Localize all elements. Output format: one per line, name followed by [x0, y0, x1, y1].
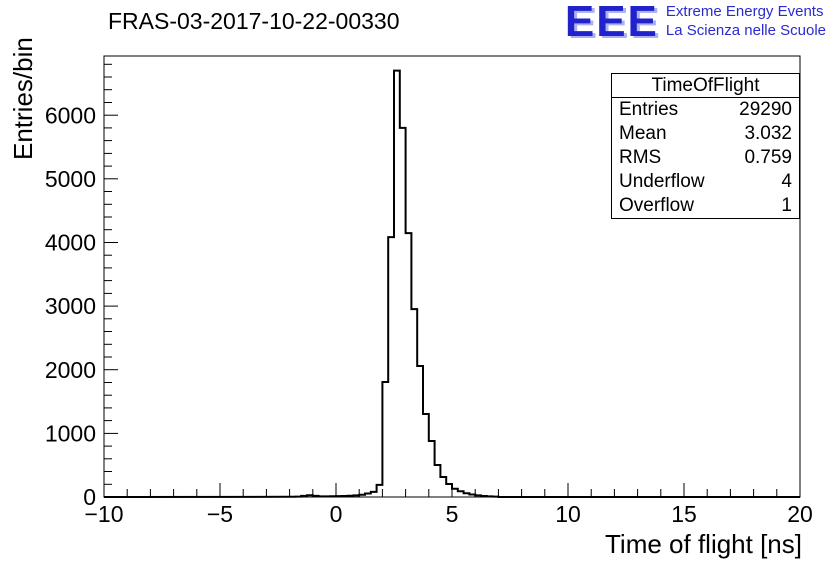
stats-row-overflow: Overflow 1	[612, 194, 799, 218]
x-tick-label: −5	[207, 501, 233, 527]
y-tick-label: 3000	[45, 293, 96, 319]
stats-row-rms: RMS 0.759	[612, 146, 799, 170]
x-axis-title: Time of flight [ns]	[605, 529, 802, 559]
y-tick-label: 5000	[45, 166, 96, 192]
stats-label: Entries	[619, 99, 679, 120]
eee-logo-letters: EEE	[564, 0, 659, 46]
y-tick-label: 0	[83, 484, 96, 510]
stats-row-underflow: Underflow 4	[612, 170, 799, 194]
y-tick-label: 1000	[45, 420, 96, 446]
stats-value: 0.759	[744, 147, 792, 168]
stats-value: 4	[781, 171, 792, 192]
logo-tagline-2: La Scienza nelle Scuole	[665, 22, 826, 39]
stats-label: RMS	[619, 147, 662, 168]
stats-value: 1	[781, 195, 792, 216]
stats-value: 3.032	[744, 123, 792, 144]
stats-box: TimeOfFlight Entries 29290 Mean 3.032 RM…	[611, 73, 800, 219]
stats-value: 29290	[739, 99, 792, 120]
stats-label: Underflow	[619, 171, 705, 192]
x-tick-label: 5	[446, 501, 459, 527]
stats-label: Mean	[619, 123, 667, 144]
eee-logo: EEE Extreme Energy Events La Scienza nel…	[564, 0, 826, 46]
y-tick-label: 6000	[45, 102, 96, 128]
stats-label: Overflow	[619, 195, 694, 216]
plot-title: FRAS-03-2017-10-22-00330	[108, 8, 400, 34]
stats-box-header: TimeOfFlight	[612, 74, 799, 98]
logo-tagline-1: Extreme Energy Events	[665, 3, 824, 20]
y-axis-title: Entries/bin	[8, 37, 38, 160]
x-tick-label: −10	[84, 501, 123, 527]
eee-logo-taglines: Extreme Energy Events La Scienza nelle S…	[666, 2, 826, 40]
x-tick-label: 20	[787, 501, 813, 527]
histogram-line	[103, 69, 800, 498]
y-tick-label: 4000	[45, 230, 96, 256]
y-tick-label: 2000	[45, 357, 96, 383]
x-tick-label: 0	[330, 501, 343, 527]
stats-row-mean: Mean 3.032	[612, 122, 799, 146]
x-tick-label: 10	[555, 501, 581, 527]
stats-row-entries: Entries 29290	[612, 98, 799, 122]
x-tick-label: 15	[671, 501, 697, 527]
